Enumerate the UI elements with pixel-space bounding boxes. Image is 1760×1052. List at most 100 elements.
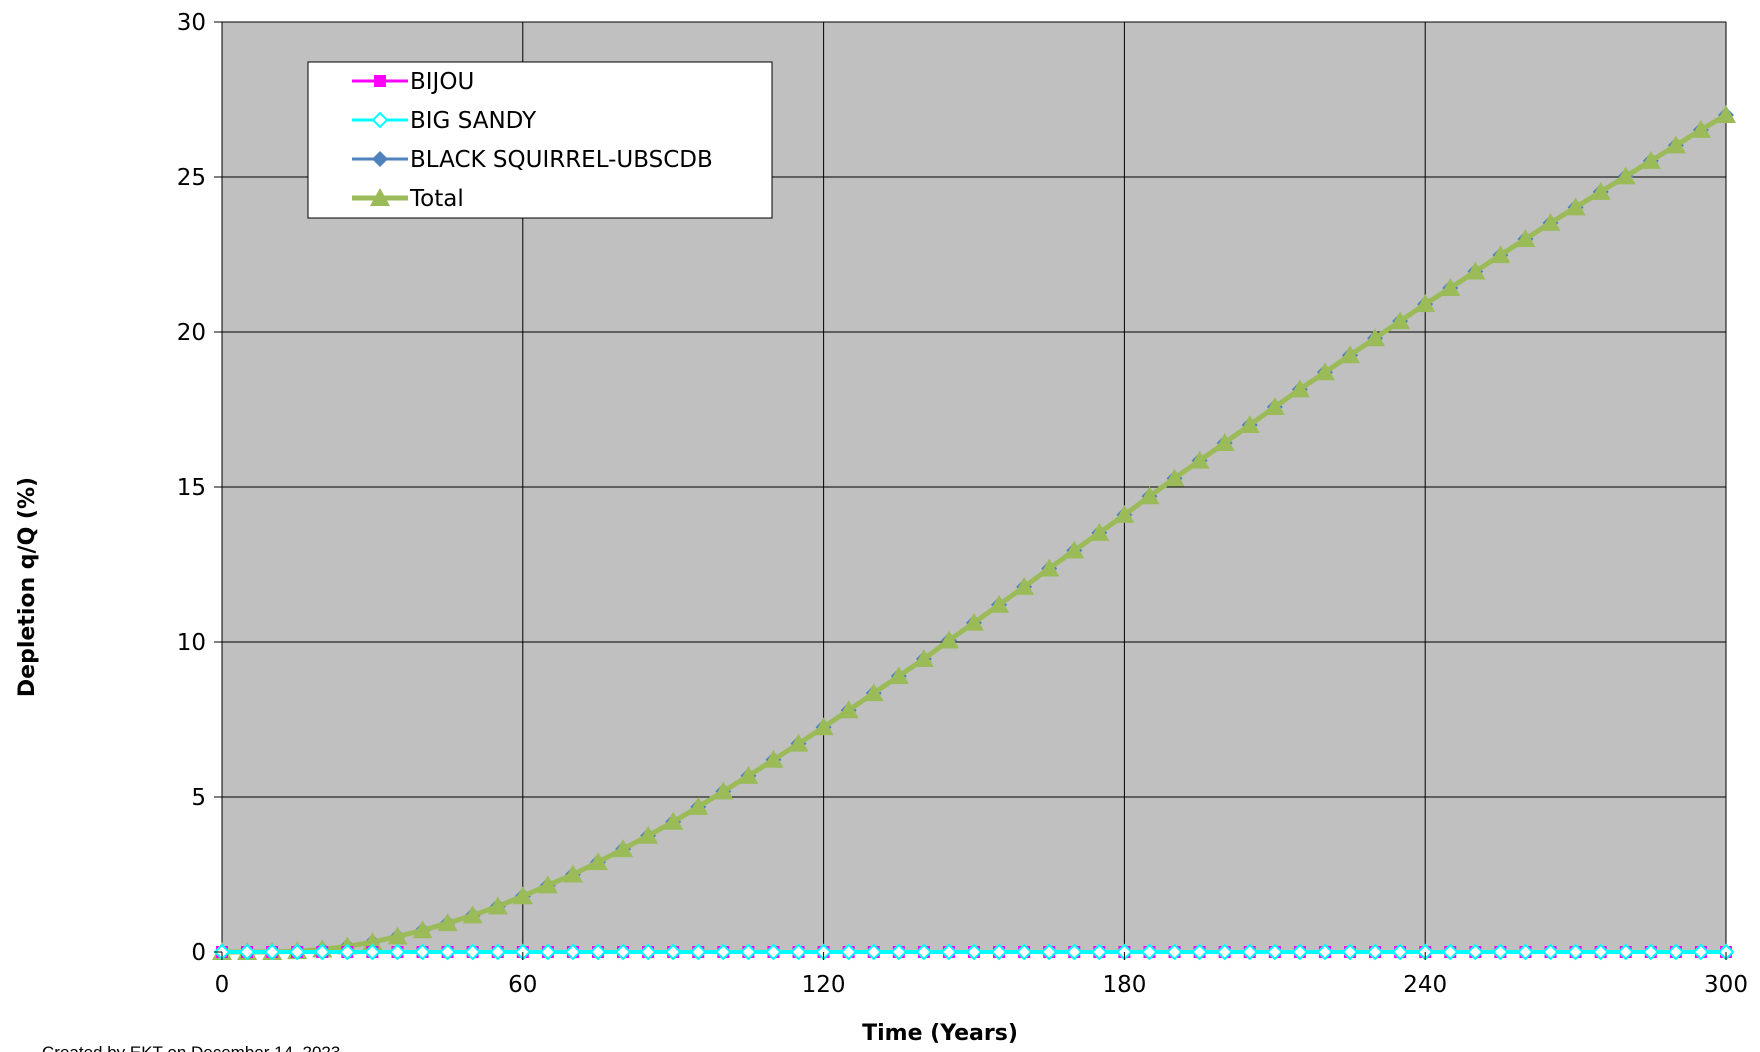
data-point-total — [1214, 432, 1235, 451]
data-point-total — [663, 811, 684, 830]
data-point-total — [1089, 522, 1110, 541]
data-point-big-sandy — [414, 943, 431, 961]
data-point-big-sandy — [363, 943, 381, 961]
data-point-big-sandy — [1517, 943, 1534, 961]
data-point-total — [763, 749, 784, 768]
data-point-total — [813, 717, 834, 736]
legend-items: BIJOU BIG SANDY BLACK SQUIRREL-UBSCDB Total — [352, 69, 713, 212]
data-point-big-sandy — [1542, 943, 1559, 961]
data-point-total — [1665, 135, 1686, 154]
data-point-total — [588, 852, 608, 871]
series-big-sandy — [213, 943, 1735, 961]
data-point-big-sandy — [614, 943, 632, 961]
data-point-big-sandy — [238, 943, 256, 961]
data-point-big-sandy — [1491, 943, 1509, 961]
data-point-total — [1515, 229, 1536, 247]
data-point-big-sandy — [1216, 943, 1234, 961]
data-point-big-sandy — [915, 943, 933, 961]
series-layer — [212, 105, 1736, 961]
data-point-total — [1615, 166, 1636, 185]
data-point-big-sandy — [1040, 943, 1058, 961]
data-point-total — [1390, 311, 1411, 330]
legend-item-total: Total — [352, 186, 464, 212]
data-point-total — [1590, 181, 1611, 200]
legend-label: Total — [409, 186, 464, 212]
data-point-big-sandy — [539, 943, 557, 961]
legend-label: BLACK SQUIRREL-UBSCDB — [410, 147, 713, 173]
legend-swatch-marker — [372, 151, 388, 167]
y-tick-label: 20 — [177, 320, 206, 346]
data-point-big-sandy — [840, 943, 858, 961]
data-point-total — [788, 733, 809, 752]
y-tick-label: 15 — [177, 475, 206, 501]
legend-item-bijou: BIJOU — [352, 69, 474, 95]
data-point-big-sandy — [1015, 943, 1033, 961]
x-tick-label: 60 — [508, 972, 537, 998]
data-point-total — [1415, 294, 1436, 313]
data-point-big-sandy — [940, 943, 958, 961]
legend: BIJOU BIG SANDY BLACK SQUIRREL-UBSCDB Total — [307, 61, 773, 219]
data-point-total — [362, 932, 383, 951]
x-axis-ticks: 0 60 120 180 240 300 — [215, 952, 1748, 998]
data-point-big-sandy — [865, 943, 883, 961]
data-point-total — [1239, 415, 1260, 433]
data-point-total — [738, 765, 759, 784]
data-point-big-sandy — [1166, 943, 1183, 961]
data-point-big-sandy — [890, 943, 908, 961]
data-point-total — [562, 864, 583, 883]
legend-box — [307, 61, 773, 219]
data-point-big-sandy — [1667, 943, 1685, 961]
data-point-big-sandy — [664, 943, 682, 961]
legend-swatch-marker — [371, 111, 389, 129]
data-point-big-sandy — [1366, 943, 1384, 961]
data-point-big-sandy — [1141, 943, 1158, 961]
x-tick-label: 0 — [215, 972, 230, 998]
data-point-big-sandy — [1316, 943, 1334, 961]
data-point-total — [888, 666, 909, 685]
data-point-big-sandy — [965, 943, 983, 961]
data-point-big-sandy — [1567, 943, 1585, 961]
data-point-total — [688, 796, 709, 815]
data-point-big-sandy — [288, 943, 306, 961]
data-point-total — [1540, 212, 1561, 231]
y-tick-label: 30 — [177, 10, 206, 36]
data-point-big-sandy — [1692, 943, 1710, 961]
data-point-total — [1114, 504, 1135, 523]
y-tick-label: 0 — [191, 940, 206, 966]
y-axis-title: Depletion q/Q (%) — [15, 477, 40, 697]
data-point-total — [913, 649, 934, 668]
data-point-total — [989, 594, 1010, 613]
legend-swatch-marker — [370, 188, 390, 206]
data-point-big-sandy — [689, 943, 707, 961]
created-note: Created by EKT on December 14, 2023 — [42, 1043, 340, 1052]
data-point-total — [487, 896, 508, 915]
data-point-total — [1340, 345, 1360, 364]
data-point-big-sandy — [1241, 943, 1259, 961]
data-point-total — [1640, 150, 1661, 169]
data-point-total — [1014, 576, 1035, 595]
data-point-total — [1189, 450, 1210, 469]
data-point-total — [1164, 468, 1185, 487]
data-point-total — [387, 926, 408, 945]
data-point-big-sandy — [639, 943, 657, 961]
data-point-total — [1365, 328, 1386, 347]
data-point-total — [1314, 362, 1335, 381]
data-point-total — [838, 700, 859, 719]
data-point-big-sandy — [338, 943, 356, 961]
y-axis-ticks: 0 5 10 15 20 25 30 — [177, 10, 222, 966]
x-tick-label: 180 — [1102, 972, 1146, 998]
x-tick-label: 240 — [1403, 972, 1447, 998]
data-point-big-sandy — [1642, 943, 1660, 961]
data-point-big-sandy — [765, 943, 782, 961]
x-tick-label: 300 — [1704, 972, 1748, 998]
data-point-total — [713, 781, 734, 800]
data-point-total — [1289, 379, 1310, 398]
x-axis-title: Time (Years) — [862, 1021, 1018, 1046]
data-point-total — [1465, 261, 1486, 280]
data-point-total — [1690, 119, 1711, 138]
legend-label: BIJOU — [410, 69, 474, 95]
data-point-big-sandy — [714, 943, 732, 961]
data-point-big-sandy — [1191, 943, 1209, 961]
legend-swatch-marker — [374, 75, 386, 87]
